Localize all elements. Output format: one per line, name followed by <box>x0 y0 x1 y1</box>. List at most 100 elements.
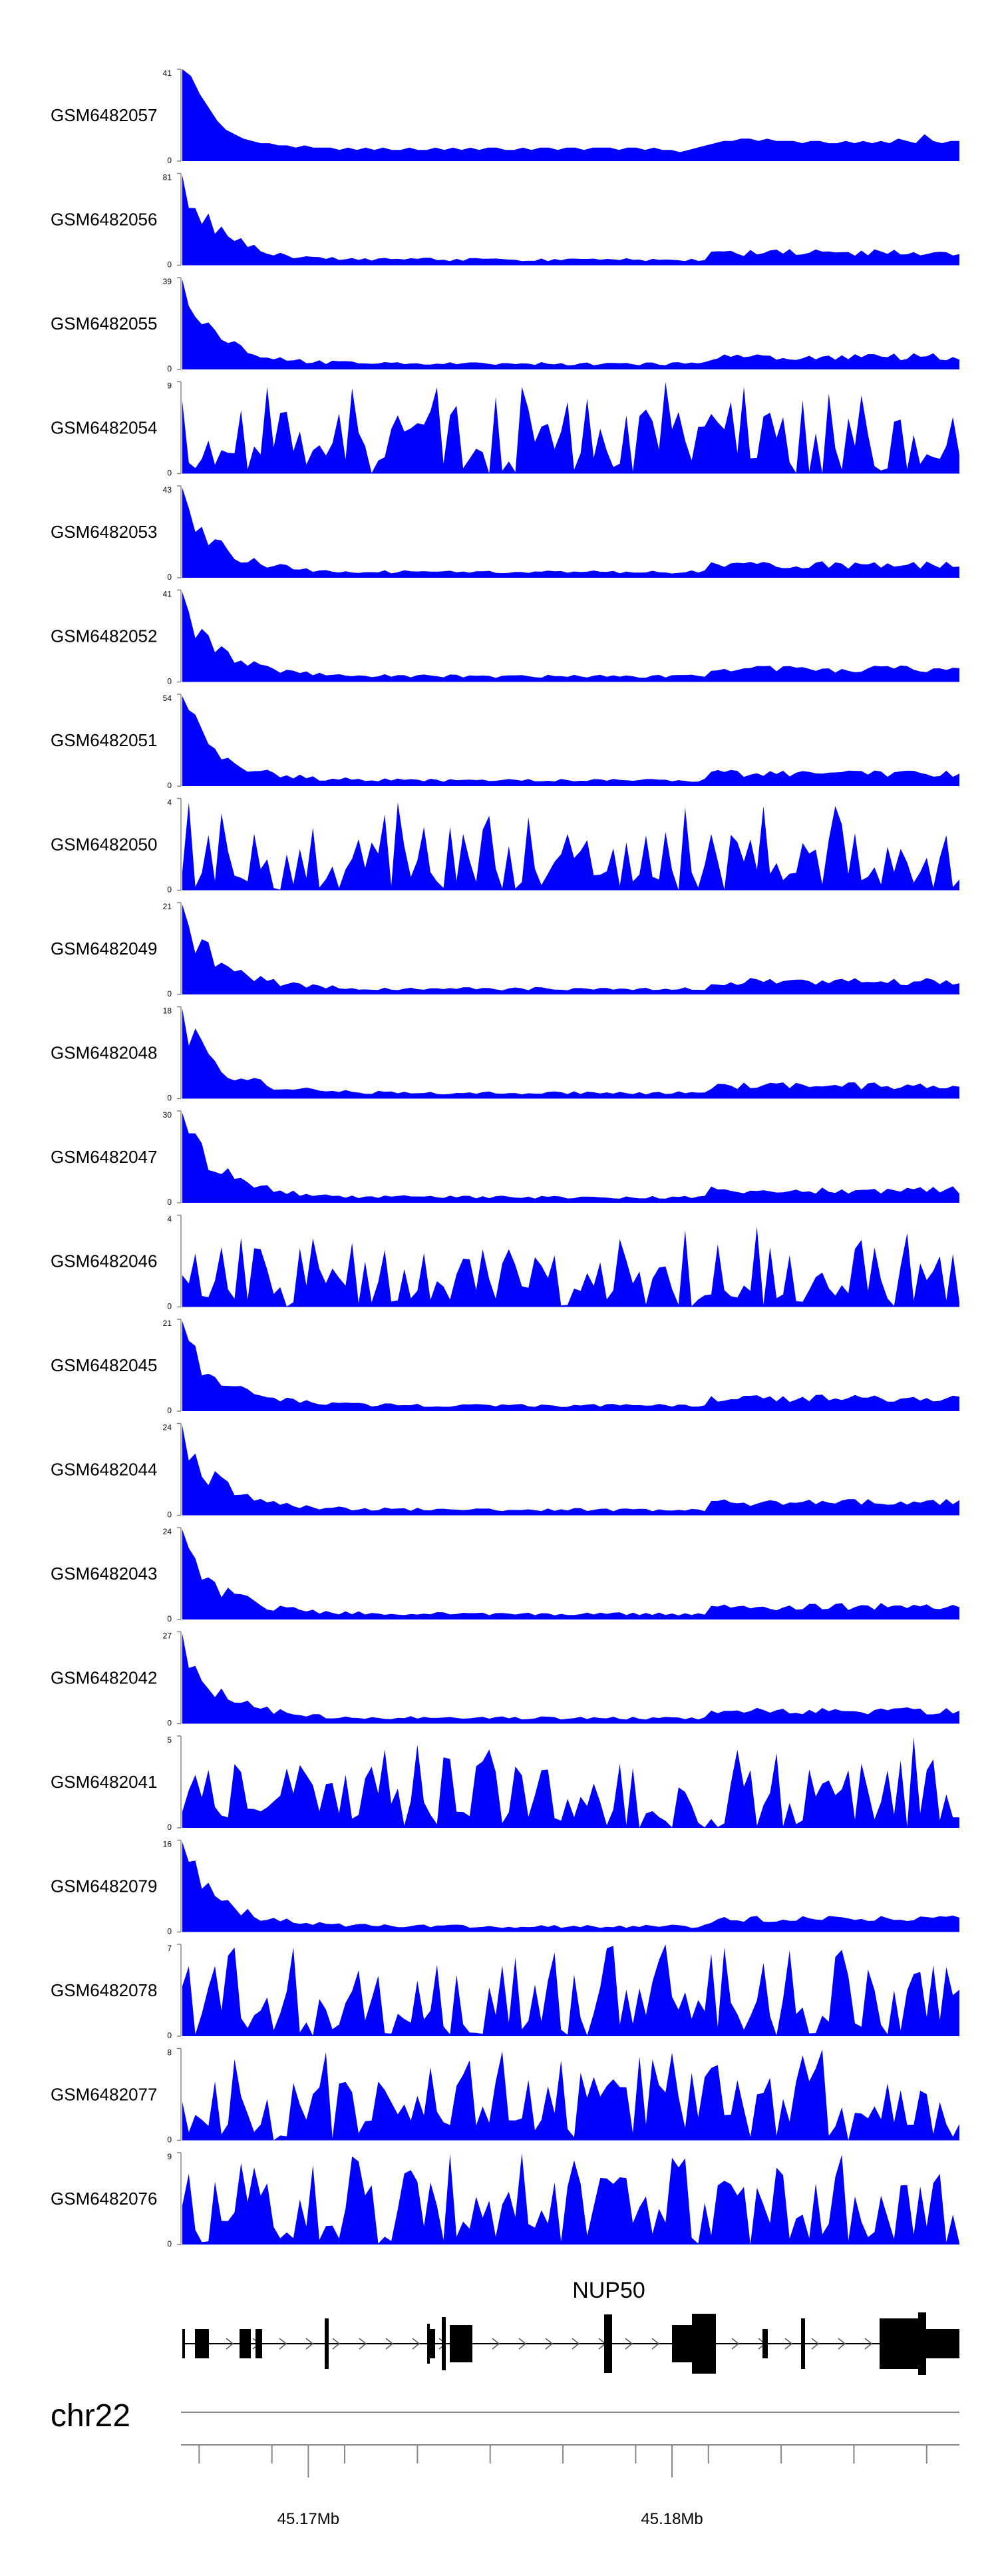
coverage-area <box>182 592 959 682</box>
coverage-area <box>182 1008 959 1099</box>
track-ymin-label: 0 <box>167 781 172 790</box>
track-label: GSM6482078 <box>51 1980 157 2000</box>
coverage-track: GSM6482041 5 0 <box>51 1735 959 1832</box>
track-label: GSM6482056 <box>51 210 157 230</box>
coverage-area <box>182 1842 959 1932</box>
coverage-track: GSM6482056 81 0 <box>51 173 959 270</box>
coverage-track: GSM6482078 7 0 <box>51 1944 959 2040</box>
genome-axis-track: chr22 45.17Mb 45.18Mb <box>51 2398 959 2528</box>
track-ymax-label: 16 <box>163 1840 172 1849</box>
gene-exon <box>762 2329 768 2358</box>
axis-tick-label: 45.17Mb <box>277 2510 339 2528</box>
track-ymax-label: 24 <box>163 1527 172 1536</box>
strand-arrow <box>279 2338 287 2350</box>
coverage-area <box>182 802 959 891</box>
track-ymin-label: 0 <box>167 989 172 998</box>
coverage-track: GSM6482076 9 0 <box>51 2152 959 2249</box>
coverage-track: GSM6482048 18 0 <box>51 1006 959 1103</box>
coverage-tracks: GSM6482057410GSM6482056810GSM6482055390G… <box>51 69 959 2249</box>
coverage-track: GSM6482049 21 0 <box>51 902 959 998</box>
track-ymax-label: 18 <box>163 1006 172 1016</box>
track-ymax-label: 8 <box>167 2048 172 2057</box>
track-ymax-label: 30 <box>163 1110 172 1120</box>
gene-exon <box>195 2329 209 2358</box>
coverage-track: GSM6482043 24 0 <box>51 1527 959 1623</box>
strand-arrow <box>305 2338 314 2350</box>
track-label: GSM6482046 <box>51 1251 157 1271</box>
strand-arrow <box>359 2338 367 2350</box>
strand-arrow <box>731 2338 740 2350</box>
gene-exon <box>442 2317 446 2370</box>
track-ymin-label: 0 <box>167 1927 172 1936</box>
gene-exon <box>604 2314 612 2373</box>
track-ymax-label: 24 <box>163 1423 172 1432</box>
track-label: GSM6482053 <box>51 522 157 542</box>
coverage-track: GSM6482052 41 0 <box>51 590 959 686</box>
track-label: GSM6482043 <box>51 1564 157 1584</box>
coverage-area <box>182 487 959 578</box>
coverage-area <box>182 1226 959 1307</box>
strand-arrow <box>385 2338 394 2350</box>
track-ymin-label: 0 <box>167 1823 172 1832</box>
track-label: GSM6482079 <box>51 1876 157 1896</box>
track-ymin-label: 0 <box>167 1406 172 1415</box>
coverage-area <box>182 69 959 161</box>
strand-arrow <box>572 2338 580 2350</box>
track-label: GSM6482045 <box>51 1355 157 1375</box>
coverage-track: GSM6482042 27 0 <box>51 1631 959 1728</box>
coverage-area <box>182 1112 959 1203</box>
track-label: GSM6482057 <box>51 105 157 125</box>
gene-exon <box>428 2329 435 2358</box>
coverage-area <box>182 1633 959 1724</box>
track-ymax-label: 9 <box>167 381 172 391</box>
coverage-area <box>182 1529 959 1619</box>
track-ymin-label: 0 <box>167 677 172 686</box>
coverage-track: GSM6482045 21 0 <box>51 1319 959 1415</box>
track-ymax-label: 39 <box>163 277 172 286</box>
track-label: GSM6482044 <box>51 1460 157 1480</box>
strand-arrow <box>838 2338 846 2350</box>
track-ymax-label: 41 <box>163 69 172 78</box>
coverage-track: GSM6482053 43 0 <box>51 485 959 582</box>
track-ymin-label: 0 <box>167 1302 172 1311</box>
coverage-area <box>182 175 959 266</box>
strand-arrow <box>811 2338 820 2350</box>
track-ymin-label: 0 <box>167 469 172 478</box>
track-ymax-label: 9 <box>167 2152 172 2161</box>
gene-exon <box>880 2318 919 2369</box>
gene-exon <box>182 2329 185 2358</box>
track-ymax-label: 5 <box>167 1735 172 1745</box>
strand-arrow <box>651 2338 660 2350</box>
gene-exon <box>450 2325 472 2362</box>
coverage-track: GSM6482077 8 0 <box>51 2048 959 2145</box>
coverage-track: GSM6482079 16 0 <box>51 1840 959 1936</box>
track-ymin-label: 0 <box>167 2239 172 2249</box>
track-ymax-label: 4 <box>167 1215 172 1224</box>
track-ymax-label: 7 <box>167 1944 172 1953</box>
track-ymin-label: 0 <box>167 2135 172 2145</box>
track-ymax-label: 41 <box>163 590 172 599</box>
coverage-track: GSM6482057 41 0 <box>51 69 959 165</box>
coverage-area <box>182 1321 959 1411</box>
coverage-area <box>182 2049 959 2141</box>
track-ymin-label: 0 <box>167 885 172 895</box>
gene-exon <box>240 2329 251 2358</box>
coverage-track: GSM6482051 54 0 <box>51 694 959 790</box>
track-ymax-label: 27 <box>163 1631 172 1641</box>
strand-arrow <box>625 2338 633 2350</box>
track-ymin-label: 0 <box>167 1094 172 1103</box>
gene-exon <box>672 2325 692 2362</box>
track-label: GSM6482048 <box>51 1043 157 1063</box>
track-ymin-label: 0 <box>167 1614 172 1623</box>
track-label: GSM6482055 <box>51 314 157 333</box>
coverage-track: GSM6482044 24 0 <box>51 1423 959 1520</box>
strand-arrow <box>545 2338 554 2350</box>
coverage-track: GSM6482055 39 0 <box>51 277 959 373</box>
genome-axis-ticks: 45.17Mb 45.18Mb <box>198 2445 927 2528</box>
track-ymin-label: 0 <box>167 364 172 373</box>
track-ymin-label: 0 <box>167 572 172 582</box>
track-ymax-label: 54 <box>163 694 172 703</box>
strand-arrow <box>864 2338 873 2350</box>
coverage-track: GSM6482054 9 0 <box>51 381 959 478</box>
